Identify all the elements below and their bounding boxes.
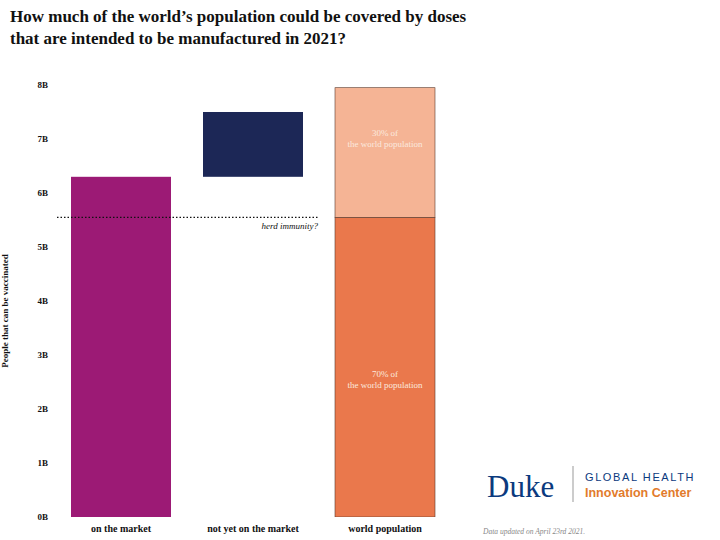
chart: How much of the world’s population could…	[0, 0, 720, 540]
y-tick	[50, 355, 53, 356]
y-tick	[50, 247, 53, 248]
y-tick	[50, 301, 53, 302]
x-tick-label: on the market	[91, 523, 152, 534]
bar	[203, 112, 303, 177]
segment-label: 70% ofthe world population	[348, 369, 423, 390]
logo-line: Innovation Center	[585, 486, 691, 500]
logo-line: GLOBAL HEALTH	[585, 471, 695, 483]
bar	[335, 217, 435, 517]
logo-divider	[573, 466, 574, 502]
y-tick	[50, 463, 53, 464]
note: Data updated on April 23rd 2021.	[482, 527, 585, 536]
y-tick-label: 0B	[37, 512, 48, 522]
bar	[71, 177, 171, 517]
title: How much of the world’s population could…	[10, 7, 467, 48]
y-tick-label: 1B	[37, 458, 48, 468]
reference-line	[57, 217, 318, 218]
y-tick-label: 7B	[37, 134, 48, 144]
y-tick-label: 8B	[37, 80, 48, 90]
y-tick-label: 6B	[37, 188, 48, 198]
logo-name: Duke	[487, 469, 554, 504]
segment-label: 30% ofthe world population	[348, 128, 423, 149]
y-tick	[50, 85, 53, 86]
y-tick	[50, 409, 53, 410]
x-tick-label: not yet on the market	[207, 523, 299, 534]
bar	[335, 88, 435, 218]
y-tick	[50, 139, 53, 140]
y-tick	[50, 193, 53, 194]
y-axis-title: People that can be vaccinated	[0, 254, 10, 367]
y-tick-label: 2B	[37, 404, 48, 414]
y-tick	[50, 517, 53, 518]
marks	[71, 88, 435, 517]
y-tick-label: 4B	[37, 296, 48, 306]
labels: 70% ofthe world population 30% ofthe worl…	[262, 128, 423, 390]
x-tick-label: world population	[348, 523, 422, 534]
y-tick-label: 5B	[37, 242, 48, 252]
annotation: herd immunity?	[262, 221, 319, 231]
y-tick-label: 3B	[37, 350, 48, 360]
